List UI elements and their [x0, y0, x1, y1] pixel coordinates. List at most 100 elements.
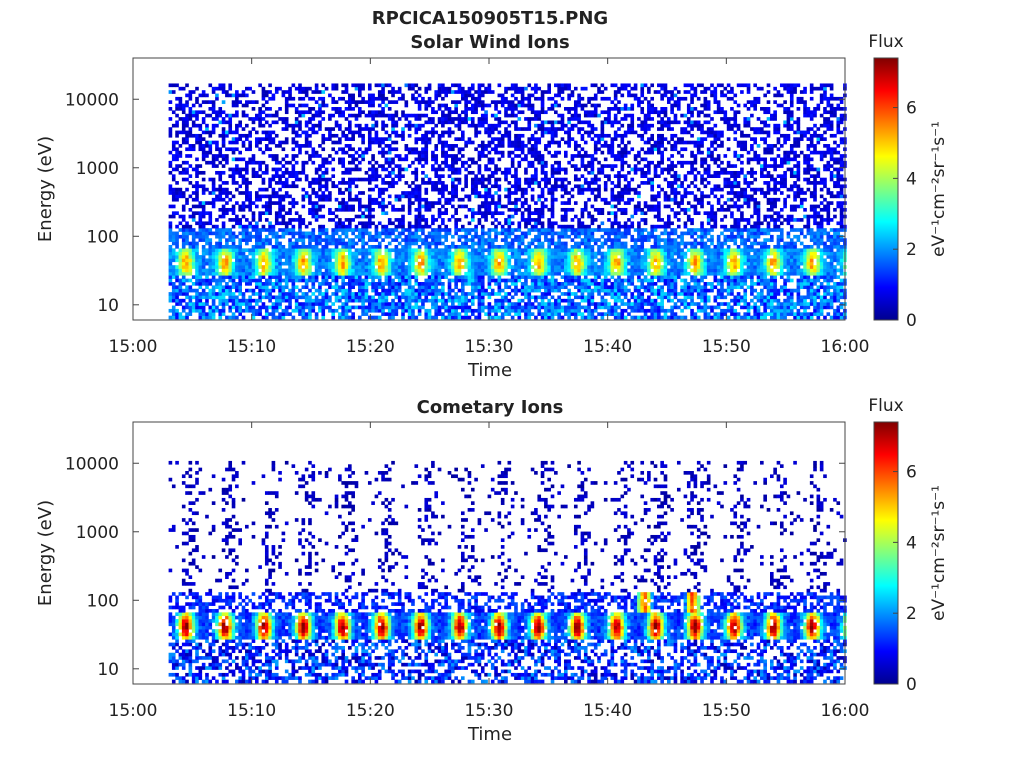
heatmap-cell: [288, 238, 292, 242]
heatmap-cell: [328, 234, 332, 239]
heatmap-cell: [464, 275, 468, 279]
heatmap-cell: [195, 204, 199, 209]
heatmap-cell: [198, 184, 203, 189]
heatmap-cell: [467, 271, 472, 276]
heatmap-cell: [228, 113, 233, 118]
heatmap-cell: [530, 251, 535, 256]
heatmap-cell: [401, 278, 405, 283]
heatmap-cell: [447, 110, 452, 115]
heatmap-cell: [537, 150, 542, 155]
heatmap-cell: [201, 110, 206, 115]
heatmap-cell: [238, 265, 242, 269]
heatmap-cell: [537, 221, 542, 226]
heatmap-cell: [530, 302, 535, 306]
heatmap-cell: [205, 268, 209, 273]
heatmap-cell: [530, 133, 535, 138]
heatmap-cell: [374, 197, 379, 202]
heatmap-cell: [464, 93, 468, 98]
heatmap-cell: [397, 90, 402, 94]
heatmap-cell: [168, 221, 173, 226]
heatmap-cell: [477, 218, 482, 222]
heatmap-cell: [417, 308, 422, 313]
heatmap-cell: [470, 207, 475, 212]
heatmap-cell: [301, 204, 306, 209]
heatmap-cell: [544, 315, 548, 320]
heatmap-cell: [484, 167, 488, 172]
heatmap-cell: [291, 164, 296, 168]
heatmap-cell: [384, 181, 389, 185]
heatmap-cell: [441, 181, 445, 185]
heatmap-cell: [245, 164, 249, 168]
heatmap-cell: [215, 197, 219, 202]
heatmap-cell: [268, 231, 272, 236]
heatmap-cell: [175, 164, 179, 168]
heatmap-cell: [407, 147, 412, 152]
heatmap-cell: [294, 110, 299, 115]
heatmap-cell: [441, 123, 445, 128]
heatmap-cell: [274, 315, 279, 320]
heatmap-cell: [331, 167, 336, 172]
heatmap-cell: [341, 221, 345, 226]
heatmap-cell: [454, 305, 458, 310]
heatmap-cell: [291, 103, 296, 108]
heatmap-cell: [271, 96, 276, 101]
heatmap-cell: [341, 170, 345, 175]
heatmap-cell: [218, 170, 223, 175]
heatmap-cell: [374, 271, 379, 276]
heatmap-cell: [334, 288, 339, 293]
heatmap-cell: [401, 251, 405, 256]
heatmap-cell: [537, 181, 542, 185]
heatmap-cell: [268, 201, 272, 205]
heatmap-cell: [394, 164, 399, 168]
heatmap-cell: [377, 258, 382, 263]
heatmap-cell: [477, 96, 482, 101]
heatmap-cell: [168, 275, 173, 279]
heatmap-cell: [510, 268, 515, 273]
heatmap-cell: [470, 184, 475, 189]
heatmap-cell: [208, 268, 213, 273]
heatmap-cell: [407, 302, 412, 306]
heatmap-cell: [520, 275, 525, 279]
heatmap-cell: [314, 90, 319, 94]
heatmap-cell: [205, 271, 209, 276]
heatmap-cell: [218, 312, 223, 316]
heatmap-cell: [374, 255, 379, 259]
heatmap-cell: [451, 167, 455, 172]
heatmap-cell: [374, 123, 379, 128]
heatmap-cell: [314, 241, 319, 246]
heatmap-cell: [504, 218, 508, 222]
heatmap-cell: [544, 204, 548, 209]
heatmap-cell: [374, 160, 379, 165]
heatmap-cell: [444, 90, 448, 94]
heatmap-cell: [470, 302, 475, 306]
heatmap-cell: [324, 282, 329, 286]
heatmap-cell: [221, 170, 226, 175]
heatmap-cell: [520, 157, 525, 162]
heatmap-cell: [261, 265, 266, 269]
heatmap-cell: [507, 187, 512, 192]
heatmap-cell: [324, 228, 329, 232]
heatmap-cell: [490, 241, 495, 246]
heatmap-cell: [344, 204, 349, 209]
heatmap-cell: [441, 191, 445, 195]
heatmap-cell: [540, 107, 545, 111]
heatmap-cell: [348, 278, 352, 283]
heatmap-cell: [185, 224, 189, 229]
heatmap-cell: [294, 271, 299, 276]
heatmap-cell: [291, 96, 296, 101]
heatmap-cell: [334, 100, 339, 104]
heatmap-cell: [185, 197, 189, 202]
heatmap-cell: [221, 207, 226, 212]
heatmap-cell: [188, 107, 193, 111]
heatmap-cell: [198, 93, 203, 98]
heatmap-cell: [288, 231, 292, 236]
heatmap-cell: [467, 90, 472, 94]
heatmap-cell: [527, 96, 532, 101]
heatmap-cell: [480, 258, 485, 263]
heatmap-cell: [331, 107, 336, 111]
heatmap-cell: [321, 305, 326, 310]
heatmap-cell: [178, 117, 183, 121]
heatmap-cell: [264, 204, 269, 209]
heatmap-cell: [168, 170, 173, 175]
heatmap-cell: [464, 194, 468, 199]
